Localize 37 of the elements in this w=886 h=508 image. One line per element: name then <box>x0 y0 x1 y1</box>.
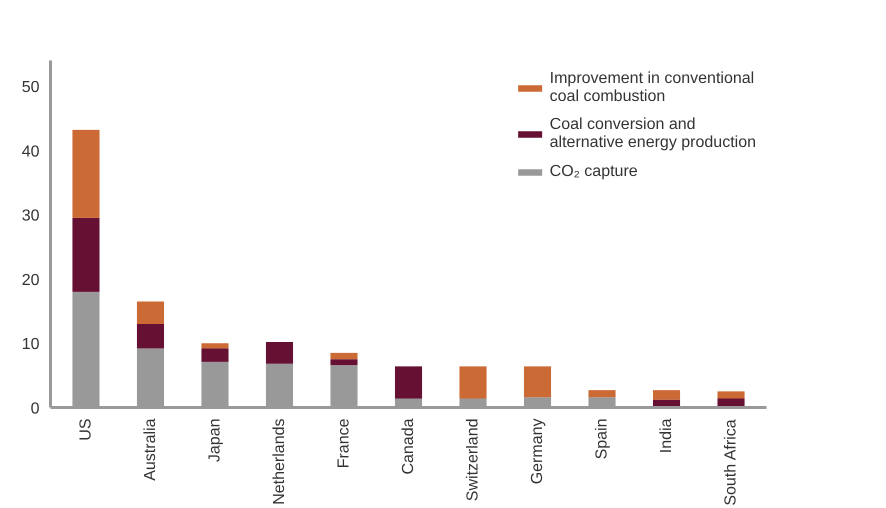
bar <box>652 390 680 400</box>
bar <box>136 301 164 324</box>
x-tick-label: France <box>335 418 352 468</box>
bar <box>459 366 487 399</box>
x-tick-label: Netherlands <box>270 418 288 505</box>
y-tick-label: 30 <box>22 208 40 225</box>
y-tick-label: 40 <box>22 143 40 160</box>
bar <box>72 130 100 218</box>
x-tick-label: Canada <box>400 418 417 475</box>
bar <box>588 390 616 398</box>
bar <box>717 391 745 399</box>
x-tick-label: US <box>77 418 94 441</box>
x-tick-label: Switzerland <box>464 418 482 502</box>
y-tick-label: 10 <box>22 336 40 354</box>
x-tick-label: Australia <box>142 418 159 481</box>
x-tick-label: Japan <box>206 418 224 462</box>
x-tick-label: India <box>658 418 676 454</box>
y-tick-label: 20 <box>22 272 40 289</box>
bar <box>394 366 422 399</box>
x-tick-label: Spain <box>594 418 611 460</box>
x-tick-label: Germany <box>529 418 546 484</box>
bar <box>72 218 100 292</box>
bar <box>201 343 229 348</box>
bar <box>330 359 358 366</box>
legend-label: Coal conversion and alternative energy production <box>550 116 756 152</box>
bar <box>266 342 294 364</box>
legend-label: CO₂ capture <box>550 162 638 182</box>
y-tick-label: 0 <box>30 400 40 418</box>
y-tick-label: 50 <box>22 79 40 96</box>
legend-label: Improvement in conventional coal combustion <box>550 70 754 106</box>
bar <box>717 398 745 406</box>
bar <box>136 324 164 348</box>
bar <box>524 366 552 398</box>
bar <box>330 352 358 360</box>
x-tick-label: South Africa <box>722 419 740 506</box>
bar <box>201 348 229 362</box>
bar <box>652 400 680 406</box>
